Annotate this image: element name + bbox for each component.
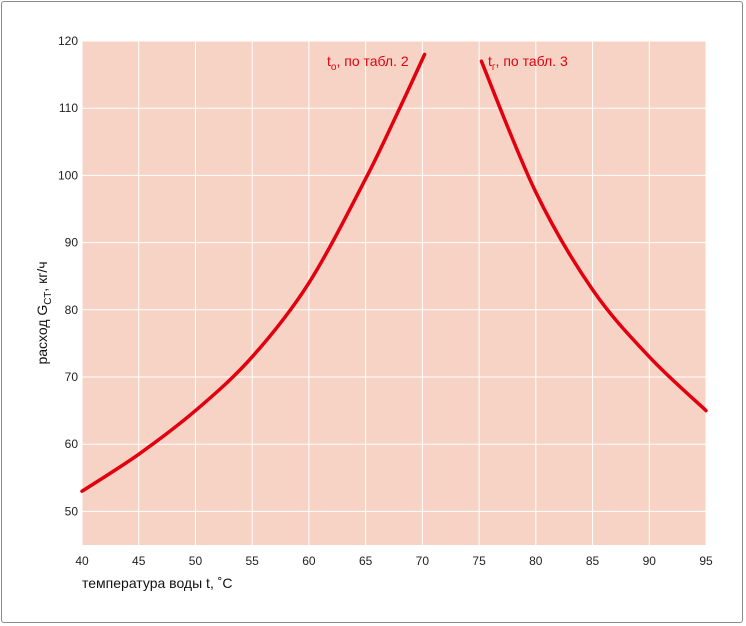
series-label-main: t (488, 53, 492, 69)
x-tick-label: 75 (472, 554, 486, 568)
y-tick-label: 100 (58, 168, 78, 182)
series-line-2 (479, 59, 708, 413)
series-label-1: tо, по табл. 2 (327, 53, 409, 73)
x-tick-labels: 40 45 50 55 60 65 70 75 80 85 90 95 (75, 554, 713, 568)
x-tick-label: 50 (189, 554, 203, 568)
y-axis-title-subscript: СТ (43, 292, 54, 305)
series-line-1 (80, 52, 427, 493)
y-tick-label: 50 (65, 504, 79, 518)
series-label-2: tг, по табл. 3 (488, 53, 568, 73)
x-tick-label: 95 (699, 554, 713, 568)
y-axis-title-suffix: , кг/ч (34, 261, 50, 291)
x-tick-label: 90 (643, 554, 657, 568)
y-axis-title: расход GСТ, кг/ч (34, 261, 54, 364)
grid-lines (81, 40, 707, 545)
y-tick-label: 110 (59, 101, 78, 115)
y-tick-label: 80 (65, 303, 79, 317)
series-label-subscript: г (492, 62, 496, 73)
series-labels: tо, по табл. 2 tг, по табл. 3 (327, 53, 568, 73)
y-tick-label: 90 (65, 236, 79, 250)
y-tick-label: 70 (65, 370, 79, 384)
x-tick-label: 65 (359, 554, 373, 568)
x-tick-label: 60 (302, 554, 316, 568)
x-tick-label: 80 (529, 554, 543, 568)
x-tick-label: 70 (416, 554, 430, 568)
x-tick-label: 40 (75, 554, 89, 568)
y-axis-title-prefix: расход G (34, 305, 50, 365)
series-lines (80, 52, 708, 493)
series-label-rest: , по табл. 2 (336, 53, 408, 69)
x-axis-title: температура воды t, ˚C (82, 575, 233, 591)
x-tick-label: 85 (586, 554, 600, 568)
x-tick-label: 45 (132, 554, 146, 568)
series-label-subscript: о (331, 62, 337, 73)
series-label-main: t (327, 53, 331, 69)
y-tick-labels: 50 60 70 80 90 100 110 120 (58, 34, 78, 518)
series-label-rest: , по табл. 3 (496, 53, 568, 69)
y-tick-label: 60 (65, 437, 79, 451)
plot-area (82, 41, 706, 545)
y-tick-label: 120 (58, 34, 78, 48)
x-tick-label: 55 (246, 554, 260, 568)
